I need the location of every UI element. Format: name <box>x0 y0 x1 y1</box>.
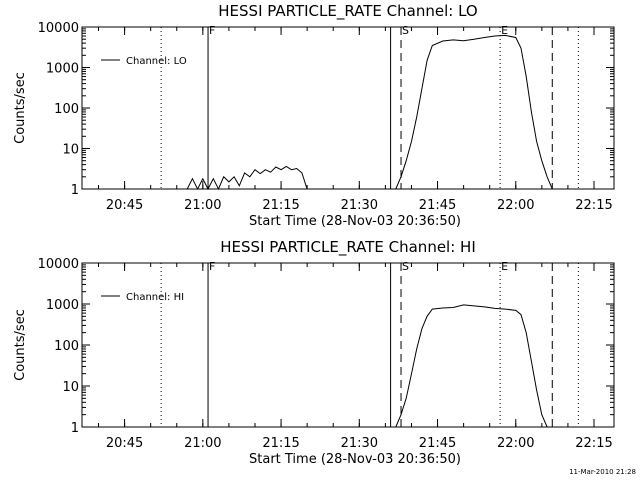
y-tick-label: 1 <box>71 183 79 198</box>
marker-label: F <box>209 24 215 37</box>
y-tick-label: 1000 <box>46 298 79 313</box>
x-tick-label: 21:15 <box>262 198 299 213</box>
x-tick-label: 20:45 <box>106 436 143 451</box>
footer-timestamp: 11-Mar-2010 21:28 <box>569 468 636 476</box>
marker-label: S <box>402 260 409 273</box>
x-tick-label: 22:15 <box>575 198 612 213</box>
x-tick-label: 21:15 <box>262 436 299 451</box>
marker-label: S <box>402 24 409 37</box>
y-tick-label: 10 <box>62 143 79 158</box>
x-tick-label: 22:15 <box>575 436 612 451</box>
x-tick-label: 21:30 <box>341 198 378 213</box>
y-tick-label: 10000 <box>38 21 79 36</box>
marker-label: E <box>501 260 508 273</box>
legend-label: Channel: LO <box>126 56 187 67</box>
y-tick-label: 10000 <box>38 257 79 272</box>
marker-label: F <box>209 260 215 273</box>
x-tick-label: 21:00 <box>184 198 221 213</box>
chart-title: HESSI PARTICLE_RATE Channel: HI <box>220 238 476 257</box>
y-tick-label: 100 <box>54 102 79 117</box>
y-axis-label: Counts/sec <box>13 72 28 144</box>
y-tick-label: 10 <box>62 380 79 395</box>
x-tick-label: 21:00 <box>184 436 221 451</box>
chart-panel-lo: HESSI PARTICLE_RATE Channel: LO 1 10 100 100… <box>13 2 615 229</box>
x-tick-label: 22:00 <box>497 198 534 213</box>
x-tick-label: 21:30 <box>341 436 378 451</box>
y-axis-label: Counts/sec <box>13 309 28 381</box>
y-tick-label: 1000 <box>46 62 79 77</box>
x-tick-label: 21:45 <box>419 198 456 213</box>
x-axis-label: Start Time (28-Nov-03 20:36:50) <box>249 214 461 229</box>
chart-panel-hi: HESSI PARTICLE_RATE Channel: HI 1 10 100 100… <box>13 238 615 467</box>
chart-title: HESSI PARTICLE_RATE Channel: LO <box>218 2 477 21</box>
plot-frame <box>81 262 615 428</box>
x-tick-label: 22:00 <box>497 436 534 451</box>
marker-label: E <box>501 24 508 37</box>
series-line <box>186 34 558 191</box>
y-tick-label: 100 <box>54 339 79 354</box>
y-tick-label: 1 <box>71 421 79 436</box>
x-tick-label: 21:45 <box>419 436 456 451</box>
series-line <box>395 304 548 428</box>
x-axis-label: Start Time (28-Nov-03 20:36:50) <box>249 452 461 467</box>
plot-frame <box>81 26 615 190</box>
legend-label: Channel: HI <box>126 292 184 303</box>
x-tick-label: 20:45 <box>106 198 143 213</box>
